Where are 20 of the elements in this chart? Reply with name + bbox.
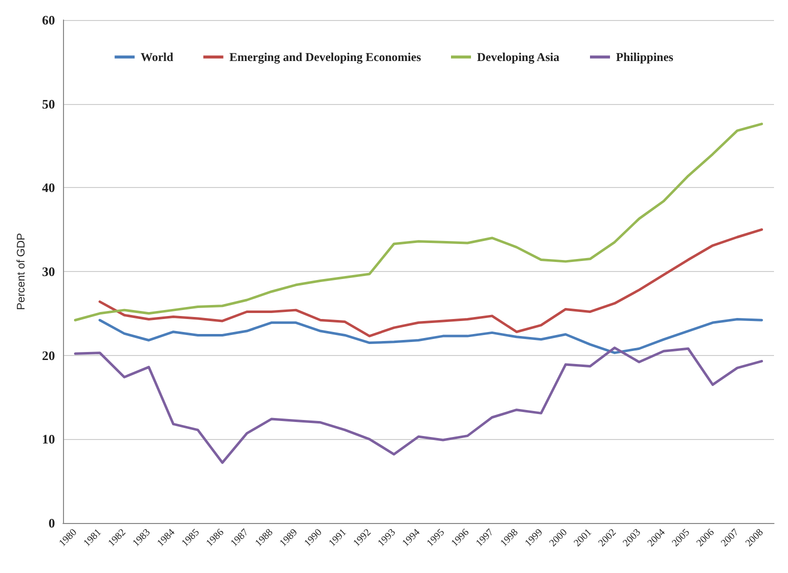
x-tick-label: 2001 — [572, 527, 594, 550]
y-tick-label: 60 — [42, 12, 55, 28]
legend-label: World — [140, 50, 174, 64]
x-tick-label: 1981 — [82, 527, 104, 550]
x-tick-label: 1980 — [57, 527, 80, 550]
line-series — [74, 122, 763, 322]
y-tick-label: 50 — [42, 96, 55, 112]
line-series — [98, 228, 763, 338]
legend-label: Philippines — [616, 50, 674, 64]
legend-label: Developing Asia — [476, 50, 560, 64]
y-tick-label: 10 — [42, 432, 55, 447]
line-series — [74, 346, 763, 464]
y-tick-label: 30 — [42, 264, 55, 279]
y-tick-label: 0 — [48, 516, 55, 530]
line-series — [98, 318, 763, 354]
y-tick-label: 20 — [42, 348, 55, 363]
y-axis-title: Percent of GDP — [16, 232, 28, 310]
x-tick-label: 1991 — [326, 527, 349, 550]
y-tick-label: 40 — [42, 180, 55, 196]
legend-label: Emerging and Developing Economies — [229, 50, 422, 64]
